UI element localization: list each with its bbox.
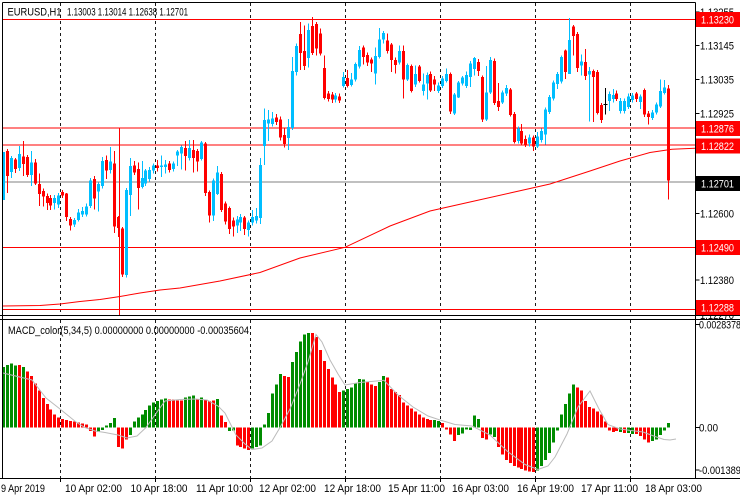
svg-text:11 Apr 10:00: 11 Apr 10:00 [196, 483, 253, 495]
svg-text:18 Apr 03:00: 18 Apr 03:00 [645, 483, 702, 495]
svg-text:16 Apr 03:00: 16 Apr 03:00 [452, 483, 509, 495]
svg-text:1.12925: 1.12925 [700, 108, 734, 120]
svg-text:1.13035: 1.13035 [700, 75, 734, 87]
svg-text:15 Apr 11:00: 15 Apr 11:00 [388, 483, 445, 495]
svg-text:1.12288: 1.12288 [701, 303, 734, 315]
svg-text:9 Apr 2019: 9 Apr 2019 [1, 483, 45, 495]
svg-text:16 Apr 19:00: 16 Apr 19:00 [517, 483, 574, 495]
svg-text:10 Apr 02:00: 10 Apr 02:00 [65, 483, 122, 495]
svg-text:1.12876: 1.12876 [701, 124, 734, 136]
svg-text:1.13145: 1.13145 [700, 41, 734, 53]
svg-text:0.00: 0.00 [699, 423, 718, 435]
svg-text:EURUSD,H1: EURUSD,H1 [8, 7, 62, 19]
svg-text:1.12380: 1.12380 [700, 275, 734, 287]
svg-text:1.12822: 1.12822 [701, 141, 734, 153]
svg-text:1.13003 1.13014 1.12638 1.1270: 1.13003 1.13014 1.12638 1.12701 [67, 7, 188, 19]
svg-text:1.12600: 1.12600 [700, 208, 734, 220]
svg-text:MACD_color(5,34,5) 0.00000000: MACD_color(5,34,5) 0.00000000 0.00000000… [8, 325, 249, 337]
svg-text:10 Apr 18:00: 10 Apr 18:00 [131, 483, 188, 495]
svg-text:17 Apr 11:00: 17 Apr 11:00 [581, 483, 638, 495]
svg-text:0.0028378: 0.0028378 [699, 320, 740, 332]
svg-text:1.13230: 1.13230 [701, 15, 734, 27]
svg-text:1.12701: 1.12701 [701, 179, 734, 191]
svg-text:1.12490: 1.12490 [701, 243, 734, 255]
svg-text:12 Apr 18:00: 12 Apr 18:00 [324, 483, 381, 495]
svg-text:12 Apr 02:00: 12 Apr 02:00 [259, 483, 316, 495]
svg-text:-0.001389: -0.001389 [699, 465, 740, 477]
